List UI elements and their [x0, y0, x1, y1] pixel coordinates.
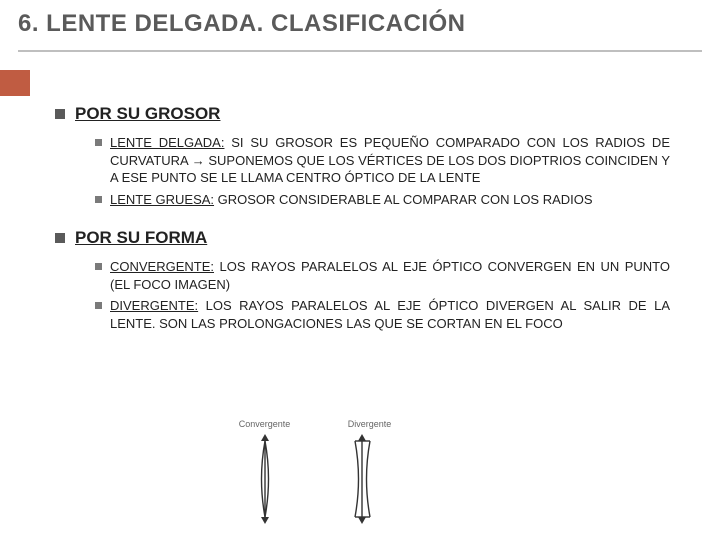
list-item: LENTE GRUESA: GROSOR CONSIDERABLE AL COM…: [95, 191, 670, 209]
sub-list-grosor: LENTE DELGADA: SI SU GROSOR ES PEQUEÑO C…: [55, 134, 670, 208]
content-body: POR SU GROSOR LENTE DELGADA: SI SU GROSO…: [0, 58, 720, 332]
bullet-icon: [95, 139, 102, 146]
item-text: CONVERGENTE: LOS RAYOS PARALELOS AL EJE …: [110, 258, 670, 293]
diagram-labels: Convergente Divergente: [210, 419, 420, 429]
item-text: LENTE DELGADA: SI SU GROSOR ES PEQUEÑO C…: [110, 134, 670, 187]
body: GROSOR CONSIDERABLE AL COMPARAR CON LOS …: [214, 192, 593, 207]
list-item: LENTE DELGADA: SI SU GROSOR ES PEQUEÑO C…: [95, 134, 670, 187]
title-underline: [18, 50, 702, 52]
convergent-lens-icon: [261, 434, 269, 524]
lens-shapes-icon: [210, 429, 420, 529]
section-head-grosor: POR SU GROSOR: [55, 104, 670, 124]
bullet-icon: [95, 196, 102, 203]
lens-diagram: Convergente Divergente: [210, 415, 420, 535]
term: LENTE GRUESA:: [110, 192, 214, 207]
section-title: POR SU GROSOR: [75, 104, 220, 124]
section-head-forma: POR SU FORMA: [55, 228, 670, 248]
section-title: POR SU FORMA: [75, 228, 207, 248]
divergent-lens-icon: [355, 434, 370, 524]
bullet-icon: [95, 263, 102, 270]
item-text: DIVERGENTE: LOS RAYOS PARALELOS AL EJE Ó…: [110, 297, 670, 332]
list-item: DIVERGENTE: LOS RAYOS PARALELOS AL EJE Ó…: [95, 297, 670, 332]
arrow-icon: →: [192, 153, 205, 168]
term: DIVERGENTE:: [110, 298, 198, 313]
term: CONVERGENTE:: [110, 259, 214, 274]
sub-list-forma: CONVERGENTE: LOS RAYOS PARALELOS AL EJE …: [55, 258, 670, 332]
accent-bar: [0, 70, 30, 96]
list-item: CONVERGENTE: LOS RAYOS PARALELOS AL EJE …: [95, 258, 670, 293]
label-divergente: Divergente: [348, 419, 392, 429]
bullet-icon: [55, 233, 65, 243]
item-text: LENTE GRUESA: GROSOR CONSIDERABLE AL COM…: [110, 191, 593, 209]
bullet-icon: [95, 302, 102, 309]
term: LENTE DELGADA:: [110, 135, 224, 150]
page-title: 6. LENTE DELGADA. CLASIFICACIÓN: [18, 10, 702, 38]
title-area: 6. LENTE DELGADA. CLASIFICACIÓN: [0, 0, 720, 58]
label-convergente: Convergente: [239, 419, 291, 429]
bullet-icon: [55, 109, 65, 119]
